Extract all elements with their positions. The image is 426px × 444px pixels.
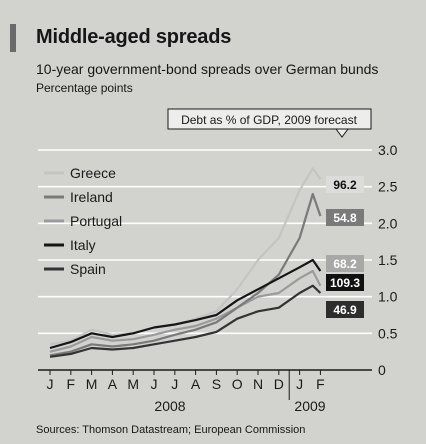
chart-subtitle: 10-year government-bond spreads over Ger… [36, 61, 379, 77]
x-tick-label: N [253, 376, 263, 392]
x-tick-label: S [212, 376, 221, 392]
debt-tag-portugal [326, 255, 364, 272]
series-line-italy [49, 258, 322, 350]
gridlines [38, 149, 372, 371]
chart-title: Middle-aged spreads [36, 26, 232, 48]
series-line-ireland [49, 192, 322, 357]
series-line-greece [49, 167, 322, 346]
legend-label-spain: Spain [70, 261, 106, 277]
legend-label-ireland: Ireland [70, 189, 113, 205]
x-tick-label: A [108, 376, 118, 392]
debt-value-portugal: 68.2 [333, 257, 357, 271]
legend: Greece Ireland Portugal Italy Spain [44, 165, 122, 277]
debt-value-ireland: 54.8 [333, 211, 357, 225]
debt-tag-ireland [326, 209, 364, 226]
y-tick-label: 2.5 [378, 179, 398, 195]
x-tick-label: J [47, 376, 54, 392]
debt-tag-italy [326, 274, 364, 291]
x-tick-label: F [67, 376, 76, 392]
debt-tag-greece [326, 176, 364, 193]
source-note: Sources: Thomson Datastream; European Co… [36, 424, 306, 436]
debt-box-pointer [335, 128, 349, 138]
title-accent-bar [10, 24, 16, 52]
x-tick-label: M [86, 376, 98, 392]
year-label-2008: 2008 [154, 398, 185, 414]
year-label-2009: 2009 [294, 398, 325, 414]
legend-label-italy: Italy [70, 237, 96, 253]
legend-label-greece: Greece [70, 165, 116, 181]
series-line-spain [49, 284, 322, 358]
debt-box-frame [167, 108, 372, 130]
x-tick-label: D [274, 376, 284, 392]
x-tick-label: J [296, 376, 303, 392]
x-tick-label: F [316, 376, 325, 392]
debt-value-italy: 109.3 [330, 276, 360, 290]
y-tick-label: 3.0 [378, 142, 398, 158]
x-tick-label: J [151, 376, 158, 392]
series-lines [49, 167, 322, 358]
debt-box-title: Debt as % of GDP, 2009 forecast [181, 113, 358, 127]
debt-box: Debt as % of GDP, 2009 forecast 96.2 54.8 6… [167, 108, 372, 318]
y-tick-label: 1.5 [378, 252, 398, 268]
debt-value-spain: 46.9 [333, 303, 357, 317]
y-tick-label: 1.0 [378, 289, 398, 305]
legend-label-portugal: Portugal [70, 213, 122, 229]
y-tick-label: 0 [378, 362, 386, 378]
y-tick-label: 0.5 [378, 325, 398, 341]
x-tick-label: O [232, 376, 243, 392]
y-axis-ticks: 0 0.5 1.0 1.5 2.0 2.5 3.0 [378, 142, 398, 378]
units-label: Percentage points [36, 81, 133, 95]
y-tick-label: 2.0 [378, 215, 398, 231]
x-tick-label: A [191, 376, 201, 392]
series-line-portugal [49, 269, 322, 353]
x-tick-label: M [127, 376, 139, 392]
debt-value-greece: 96.2 [333, 178, 357, 192]
x-tick-label: J [171, 376, 178, 392]
debt-tag-spain [326, 301, 364, 318]
